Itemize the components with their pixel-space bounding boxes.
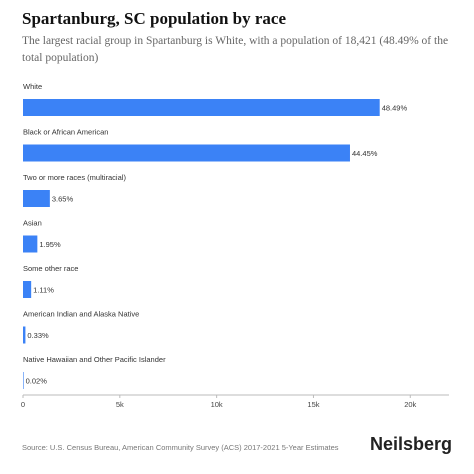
brand-logo: Neilsberg (369, 434, 452, 454)
data-label: 0.33% (27, 331, 49, 340)
data-label: 1.11% (33, 286, 54, 295)
chart-title: Spartanburg, SC population by race (22, 9, 287, 28)
bar (23, 326, 26, 344)
x-tick-label: 15k (307, 400, 319, 409)
bar (23, 372, 24, 389)
category-label: Some other race (23, 264, 78, 273)
data-label: 1.95% (39, 240, 61, 249)
category-label: Two or more races (multiracial) (23, 173, 126, 182)
data-label: 3.65% (52, 195, 74, 204)
data-label: 44.45% (352, 149, 378, 158)
x-tick-label: 10k (211, 400, 223, 409)
source-note: Source: U.S. Census Bureau, American Com… (22, 443, 339, 452)
bar (23, 235, 38, 253)
bar (23, 99, 380, 116)
bar (23, 190, 50, 207)
category-label: Black or African American (23, 128, 108, 137)
bar (23, 144, 350, 162)
data-label: 0.02% (26, 377, 48, 386)
category-label: American Indian and Alaska Native (23, 310, 139, 319)
x-tick-label: 20k (404, 400, 416, 409)
x-tick-label: 0 (21, 400, 25, 409)
chart-subtitle: The largest racial group in Spartanburg … (22, 35, 449, 64)
category-label: Asian (23, 219, 42, 228)
x-tick-label: 5k (116, 400, 124, 409)
bar (23, 281, 32, 298)
category-label: White (23, 82, 42, 91)
data-label: 48.49% (382, 104, 408, 113)
category-label: Native Hawaiian and Other Pacific Island… (23, 355, 166, 364)
